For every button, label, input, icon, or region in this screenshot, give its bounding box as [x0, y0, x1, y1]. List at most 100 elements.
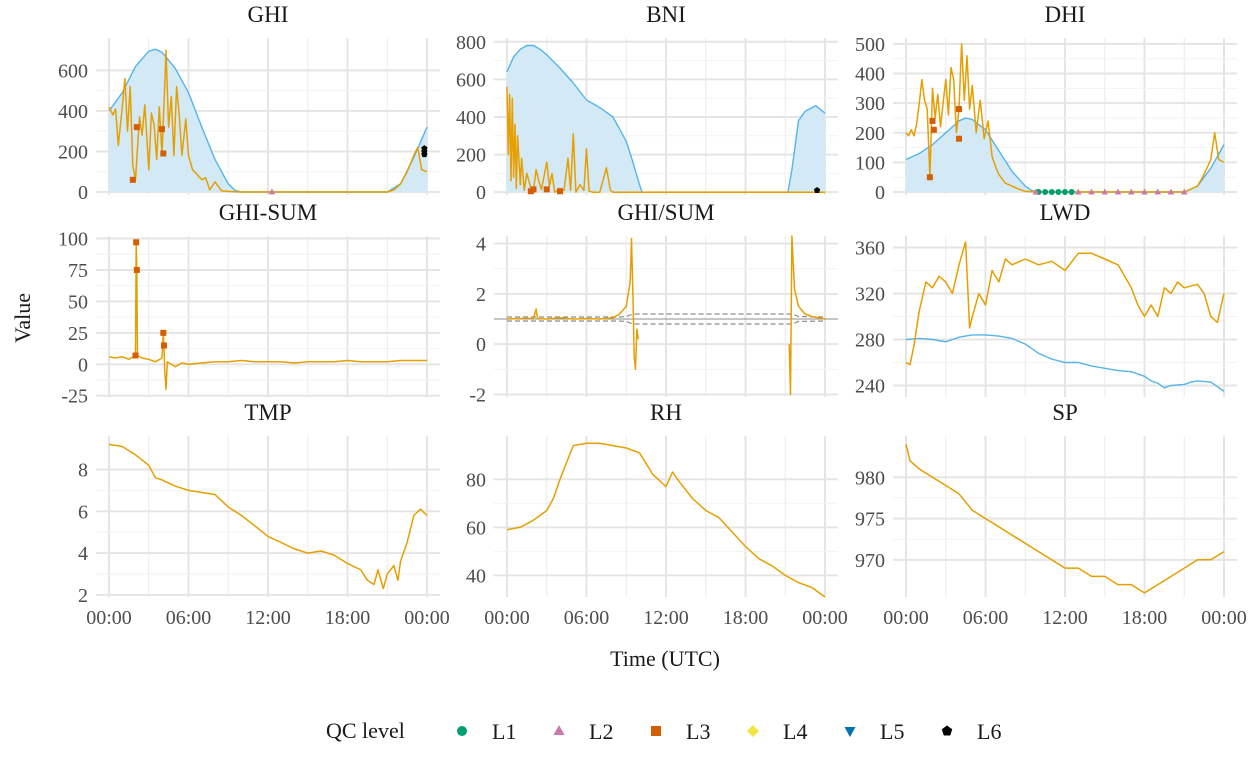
x-tick-label: 12:00: [643, 607, 689, 629]
panel-title: LWD: [1040, 200, 1091, 225]
panel-ghi-sum: -25 0 25 50 75 100 GHI-SUM: [58, 200, 440, 408]
panel-title: RH: [650, 400, 682, 425]
qc-flag-l3: [543, 186, 550, 193]
qc-flag-l3: [129, 176, 136, 183]
y-tick-label: 0: [476, 334, 486, 356]
panel-ghi: 0 200 400 600 GHI: [58, 2, 440, 204]
measured-line: [108, 443, 428, 590]
legend-key-l1: [457, 726, 467, 736]
y-tick-label: 50: [68, 291, 88, 313]
panel-title: GHI: [248, 2, 289, 27]
panel-bni: 0 200 400 600 800 BNI: [456, 2, 838, 204]
x-tick-label: 12:00: [1042, 607, 1088, 629]
qc-flag-l3: [926, 174, 933, 181]
x-tick-label: 00:00: [404, 607, 450, 629]
qc-flag-l2: [1088, 188, 1095, 195]
y-tick-label: 300: [855, 93, 885, 115]
y-tick-label: 100: [58, 229, 88, 251]
qc-flag-l1: [1048, 189, 1055, 196]
legend-label-l3: L3: [686, 719, 710, 744]
panel-lwd: 240 280 320 360 LWD: [855, 200, 1237, 398]
qc-flag-l3: [133, 239, 140, 246]
measured-line: [108, 241, 427, 391]
y-tick-label: 400: [58, 101, 88, 123]
legend-key-l3: [651, 726, 661, 736]
y-tick-label: -2: [469, 384, 486, 406]
legend-label-l6: L6: [977, 719, 1001, 744]
y-tick-label: 100: [855, 152, 885, 174]
y-tick-label: 60: [466, 517, 486, 539]
legend-key-l2: [553, 725, 565, 735]
y-tick-label: 280: [855, 330, 885, 352]
y-tick-label: 400: [456, 107, 486, 129]
panel-rh: 40 60 80 RH 00:00 06:00 12:00 18:00 00:00: [466, 400, 848, 629]
qc-flag-l3: [956, 135, 962, 142]
panel-title: TMP: [244, 400, 291, 425]
qc-flag-l1: [1062, 189, 1068, 196]
qc-flag-l2: [1180, 188, 1188, 195]
y-axis-title: Value: [10, 293, 35, 343]
panel-title: GHI-SUM: [219, 200, 317, 225]
qc-flag-l3: [530, 186, 537, 193]
x-tick-label: 00:00: [883, 607, 929, 629]
measured-line: [905, 444, 1225, 594]
qc-flag-l3: [160, 329, 167, 336]
qc-flag-l3: [557, 188, 563, 195]
qc-flag-l3: [160, 150, 167, 157]
panel-title: DHI: [1045, 2, 1086, 27]
qc-flag-l2: [268, 188, 276, 195]
legend-label-l1: L1: [492, 719, 516, 744]
legend-label-l5: L5: [880, 719, 904, 744]
y-tick-label: 4: [78, 543, 88, 565]
y-tick-label: 500: [855, 34, 885, 56]
qc-flag-l3: [133, 124, 140, 131]
reference-line: [108, 48, 428, 193]
x-tick-label: 06:00: [564, 607, 610, 629]
y-tick-label: 25: [68, 323, 88, 345]
y-tick-label: 2: [78, 585, 88, 607]
qc-flag-l3: [160, 342, 167, 349]
y-tick-label: 0: [875, 182, 885, 204]
y-tick-label: 75: [68, 260, 88, 282]
y-tick-label: 980: [855, 467, 885, 489]
x-tick-label: 00:00: [484, 607, 530, 629]
y-tick-label: 40: [466, 565, 486, 587]
legend-title: QC level: [326, 718, 405, 743]
qc-flag-l3: [159, 126, 165, 133]
y-tick-label: 200: [58, 141, 88, 163]
legend-label-l2: L2: [589, 719, 613, 744]
y-tick-label: 975: [855, 509, 885, 531]
qc-flag-l2: [1167, 188, 1175, 195]
legend-key-l5: [844, 727, 856, 737]
y-tick-label: 80: [466, 469, 486, 491]
y-tick-label: 6: [78, 501, 88, 523]
panel-title: SP: [1052, 400, 1078, 425]
x-tick-label: 00:00: [86, 607, 132, 629]
measured-line: [506, 237, 639, 371]
panels-layer: 0200400600GHI0200400600800BNI01002003004…: [58, 2, 1247, 629]
panel-ghi-sum: -2 0 2 4 GHI/SUM: [469, 200, 838, 406]
y-tick-label: 970: [855, 550, 885, 572]
legend-label-l4: L4: [783, 719, 807, 744]
ratio-band-upper: [507, 313, 826, 318]
qc-flag-l2: [1154, 188, 1162, 195]
measured-line: [788, 235, 826, 396]
qc-flag-l1: [1042, 189, 1049, 196]
y-tick-label: 0: [476, 182, 486, 204]
x-tick-label: 18:00: [723, 607, 769, 629]
qc-flag-l1: [1068, 189, 1075, 196]
legend-key-l6: [941, 725, 953, 736]
measured-line: [506, 86, 825, 193]
y-tick-label: 800: [456, 32, 486, 54]
qc-flag-l2: [1141, 188, 1148, 195]
legend-key-l4: [747, 725, 759, 737]
x-tick-label: 00:00: [1201, 607, 1247, 629]
x-axis-title: Time (UTC): [610, 646, 720, 671]
y-tick-label: 8: [78, 459, 88, 481]
measured-line: [905, 241, 1225, 366]
qc-flag-l3: [930, 126, 937, 133]
y-tick-label: -25: [61, 386, 88, 408]
ratio-band-lower: [507, 320, 826, 325]
qc-flag-l2: [1114, 188, 1122, 195]
